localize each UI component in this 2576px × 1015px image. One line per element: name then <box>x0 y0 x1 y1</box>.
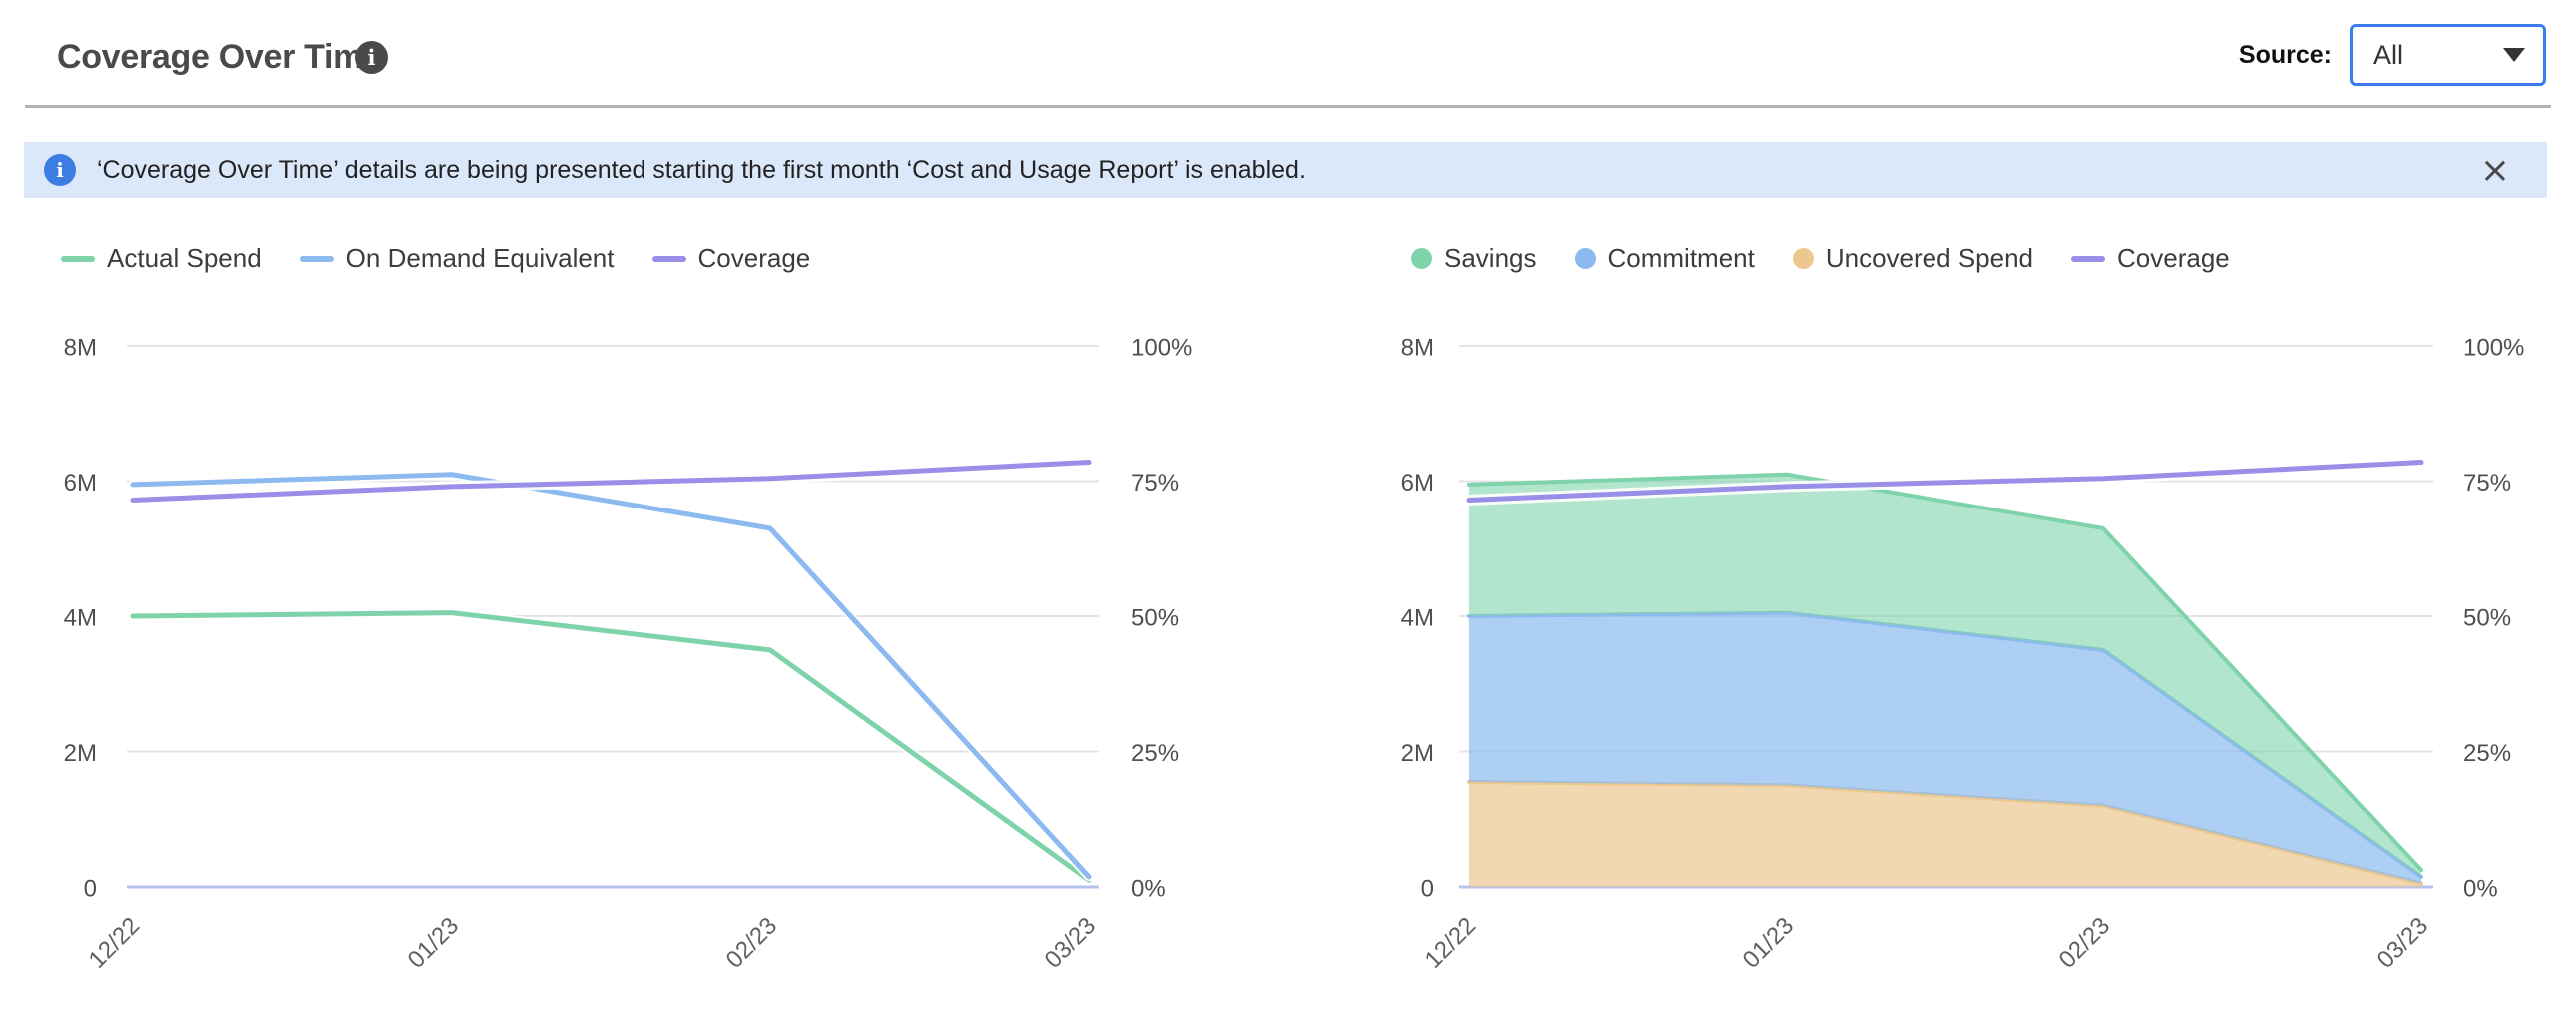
on-demand-equivalent-line-halo <box>128 470 1094 882</box>
right-axis-tick-label: 50% <box>1131 605 1179 632</box>
banner-info-icon: i <box>44 154 76 186</box>
banner-close-button[interactable]: × <box>2467 142 2523 198</box>
legend-item-commitment[interactable]: Commitment <box>1574 243 1755 274</box>
x-axis-label: 03/23 <box>1040 912 1102 974</box>
left-axis-tick-label: 2M <box>64 740 97 767</box>
coverage-line <box>130 460 1092 503</box>
close-icon: × <box>2479 149 2511 191</box>
source-label: Source: <box>2238 40 2332 69</box>
legend-label: Savings <box>1444 243 1537 273</box>
legend-swatch-savings <box>1411 248 1432 269</box>
info-banner: i ‘Coverage Over Time’ details are being… <box>24 142 2547 198</box>
title-info-icon[interactable]: i <box>355 41 388 74</box>
legend-item-coverage[interactable]: Coverage <box>2071 243 2230 274</box>
legend-swatch-on-demand-equivalent <box>299 255 334 262</box>
x-axis-label: 01/23 <box>1738 912 1800 974</box>
left-axis-tick-label: 2M <box>1401 740 1434 767</box>
legend-label: On Demand Equivalent <box>345 243 615 273</box>
legend-item-coverage[interactable]: Coverage <box>651 243 811 274</box>
x-axis-label: 02/23 <box>2054 912 2116 974</box>
legend-swatch-actual-spend <box>61 255 95 262</box>
x-axis-label: 12/22 <box>84 912 146 974</box>
source-selected-value: All <box>2373 39 2404 70</box>
area-chart-legend: Savings Commitment Uncovered Spend Coverage <box>1411 243 2268 274</box>
coverage-breakdown-area-chart: 8M 100% 6M 75% 4M 50% 2M 25% 0 0% 12/22 01/23 02/23 0… <box>1401 335 2525 974</box>
right-axis-tick-label: 100% <box>1131 335 1192 362</box>
right-axis-tick-label: 100% <box>2463 335 2524 362</box>
left-axis-tick-label: 6M <box>64 470 97 497</box>
x-axis-label: 01/23 <box>403 912 465 974</box>
legend-label: Coverage <box>2117 243 2230 273</box>
uncovered-spend-area <box>1469 781 2421 887</box>
on-demand-equivalent-line <box>130 472 1092 880</box>
x-axis-label: 12/22 <box>1420 912 1482 974</box>
banner-message: ‘Coverage Over Time’ details are being p… <box>97 155 1306 184</box>
left-axis-tick-label: 0 <box>84 876 97 903</box>
commitment-area <box>1469 612 2421 884</box>
right-axis-tick-label: 75% <box>1131 470 1179 497</box>
left-axis-tick-label: 4M <box>64 605 97 632</box>
legend-item-savings[interactable]: Savings <box>1411 243 1537 274</box>
page-title: Coverage Over Time <box>57 38 382 76</box>
left-axis-tick-label: 0 <box>1421 876 1434 903</box>
right-axis-tick-label: 75% <box>2463 470 2511 497</box>
legend-label: Uncovered Spend <box>1825 243 2033 273</box>
left-axis-tick-label: 8M <box>1401 335 1434 362</box>
source-select[interactable]: All <box>2350 24 2546 86</box>
legend-item-on-demand-equivalent[interactable]: On Demand Equivalent <box>299 243 615 274</box>
chevron-down-icon <box>2503 48 2525 62</box>
right-axis-tick-label: 50% <box>2463 605 2511 632</box>
header-divider <box>25 105 2551 108</box>
spend-line-chart: 8M 100% 6M 75% 4M 50% 2M 25% 0 0% 12/22 01/23 02/23 0… <box>64 335 1193 974</box>
right-axis-tick-label: 0% <box>2463 876 2498 903</box>
legend-swatch-commitment <box>1574 248 1596 269</box>
legend-swatch-coverage <box>651 255 686 262</box>
legend-item-actual-spend[interactable]: Actual Spend <box>61 243 262 274</box>
left-axis-tick-label: 6M <box>1401 470 1434 497</box>
actual-spend-line <box>130 610 1092 883</box>
actual-spend-line-halo <box>128 608 1094 885</box>
line-chart-legend: Actual Spend On Demand Equivalent Coverage <box>61 243 848 274</box>
info-glyph: i <box>367 45 376 70</box>
x-axis-label: 03/23 <box>2372 912 2434 974</box>
legend-item-uncovered-spend[interactable]: Uncovered Spend <box>1792 243 2033 274</box>
legend-swatch-coverage <box>2071 255 2105 262</box>
left-axis-tick-label: 8M <box>64 335 97 362</box>
source-control: Source: All <box>2239 24 2546 86</box>
x-axis-label: 02/23 <box>721 912 783 974</box>
legend-label: Coverage <box>697 243 811 273</box>
right-axis-tick-label: 25% <box>1131 740 1179 767</box>
left-axis-tick-label: 4M <box>1401 605 1434 632</box>
coverage-line <box>1466 460 2424 503</box>
right-axis-tick-label: 0% <box>1131 876 1166 903</box>
legend-label: Actual Spend <box>107 243 262 273</box>
legend-swatch-uncovered-spend <box>1792 248 1814 269</box>
legend-label: Commitment <box>1607 243 1755 273</box>
savings-edge-line <box>1467 472 2423 873</box>
right-axis-tick-label: 25% <box>2463 740 2511 767</box>
savings-area <box>1469 474 2421 877</box>
